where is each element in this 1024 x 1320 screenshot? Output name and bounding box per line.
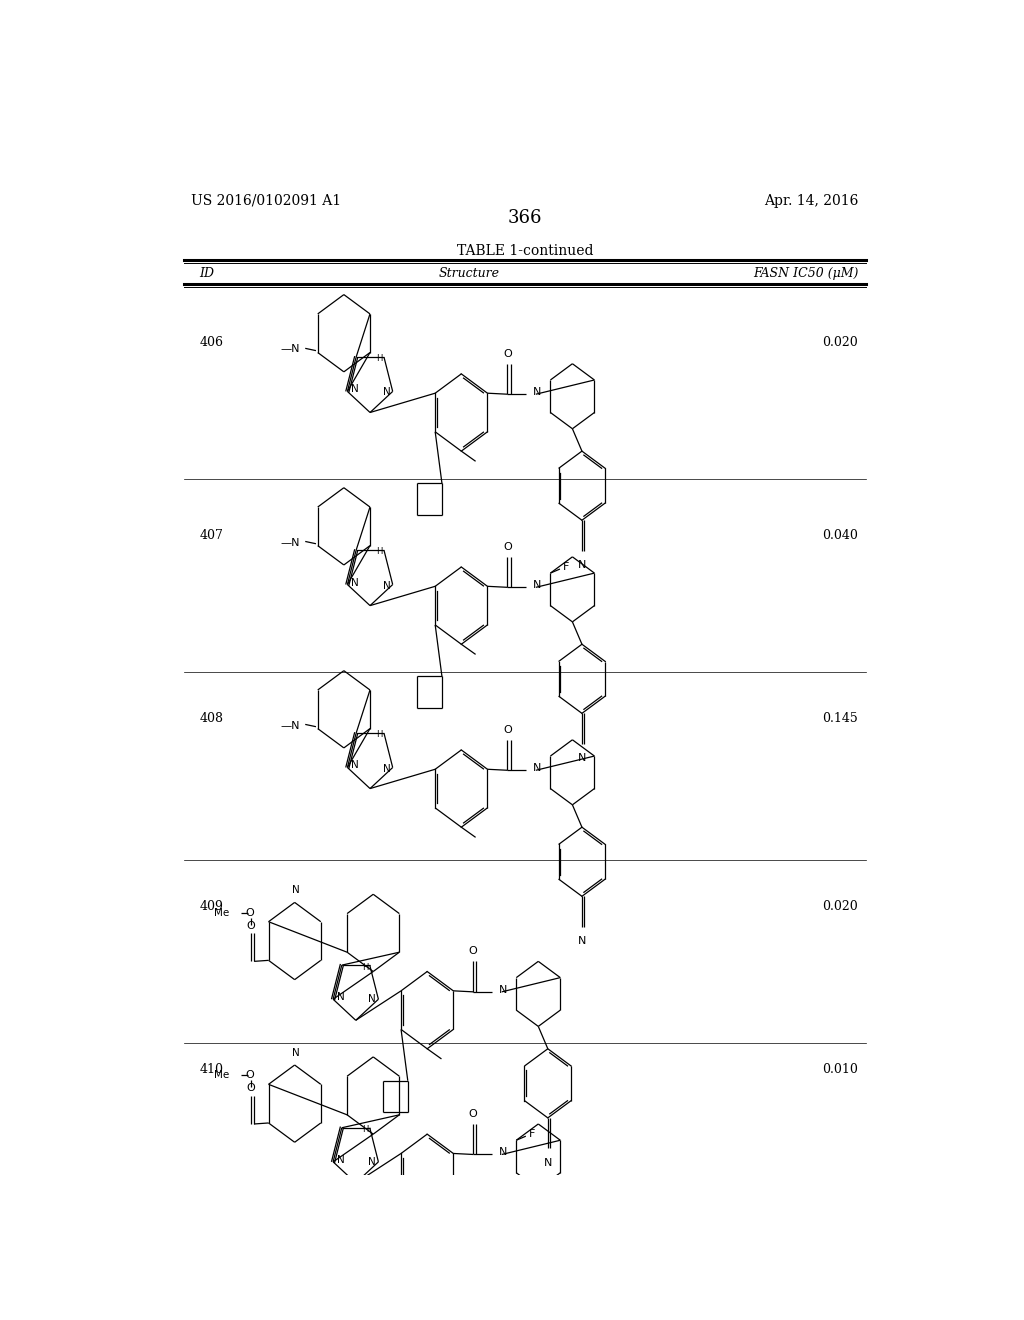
Text: N: N <box>578 754 586 763</box>
Text: TABLE 1-continued: TABLE 1-continued <box>457 244 593 257</box>
Text: —N: —N <box>281 537 300 548</box>
Text: 366: 366 <box>508 210 542 227</box>
Text: H: H <box>361 1126 369 1134</box>
Text: N: N <box>351 384 359 395</box>
Text: 0.145: 0.145 <box>822 713 858 725</box>
Text: —N: —N <box>281 345 300 355</box>
Text: O: O <box>247 921 255 931</box>
Text: O: O <box>245 908 254 917</box>
Text: N: N <box>532 763 541 774</box>
Text: H: H <box>376 730 382 739</box>
Text: N: N <box>351 760 359 771</box>
Text: —N: —N <box>281 721 300 730</box>
Text: Me: Me <box>214 1071 228 1080</box>
Text: N: N <box>578 936 586 946</box>
Text: 0.020: 0.020 <box>822 337 858 350</box>
Text: F: F <box>563 562 569 572</box>
Text: N: N <box>293 1048 300 1057</box>
Text: H: H <box>361 962 369 972</box>
Text: N: N <box>383 763 391 774</box>
Text: O: O <box>503 348 512 359</box>
Text: N: N <box>383 388 391 397</box>
Text: 407: 407 <box>200 529 223 543</box>
Text: Apr. 14, 2016: Apr. 14, 2016 <box>764 194 858 209</box>
Text: N: N <box>532 581 541 590</box>
Text: FASN IC50 (μM): FASN IC50 (μM) <box>753 267 858 280</box>
Text: H: H <box>376 546 382 556</box>
Text: N: N <box>369 1156 376 1167</box>
Text: O: O <box>503 541 512 552</box>
Text: H: H <box>376 354 382 363</box>
Text: O: O <box>247 1084 255 1093</box>
Text: 408: 408 <box>200 713 223 725</box>
Text: 0.040: 0.040 <box>822 529 858 543</box>
Text: 0.010: 0.010 <box>822 1063 858 1076</box>
Text: N: N <box>383 581 391 590</box>
Text: O: O <box>245 1071 254 1080</box>
Text: 0.020: 0.020 <box>822 900 858 913</box>
Text: N: N <box>499 1147 507 1158</box>
Text: 409: 409 <box>200 900 223 913</box>
Text: O: O <box>469 1109 477 1119</box>
Text: 410: 410 <box>200 1063 223 1076</box>
Text: N: N <box>293 886 300 895</box>
Text: N: N <box>499 985 507 995</box>
Text: 406: 406 <box>200 337 223 350</box>
Text: N: N <box>337 1155 345 1164</box>
Text: N: N <box>532 387 541 397</box>
Text: F: F <box>529 1129 536 1139</box>
Text: US 2016/0102091 A1: US 2016/0102091 A1 <box>191 194 342 209</box>
Text: N: N <box>351 578 359 587</box>
Text: O: O <box>503 725 512 735</box>
Text: N: N <box>337 993 345 1002</box>
Text: O: O <box>469 946 477 956</box>
Text: Me: Me <box>214 908 228 917</box>
Text: Structure: Structure <box>438 267 500 280</box>
Text: N: N <box>578 560 586 570</box>
Text: ID: ID <box>200 267 214 280</box>
Text: N: N <box>369 994 376 1005</box>
Text: N: N <box>544 1158 552 1168</box>
